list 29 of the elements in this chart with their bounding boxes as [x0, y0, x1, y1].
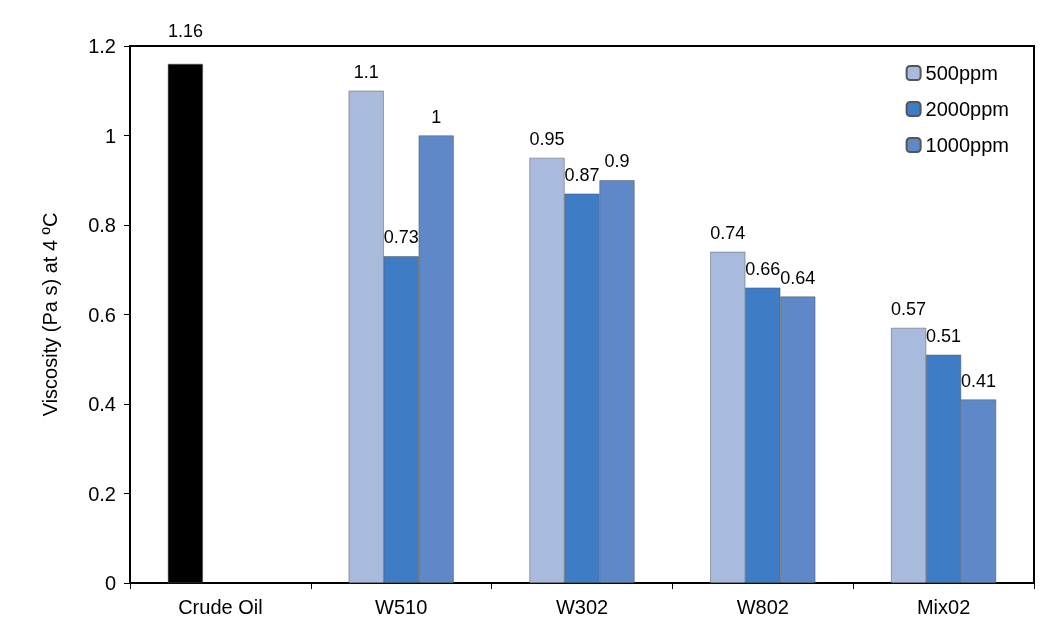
data-label: 0.41	[961, 370, 997, 391]
x-tick-label: Crude Oil	[178, 596, 263, 618]
data-label: 0.66	[745, 258, 781, 279]
data-label: 0.51	[926, 325, 962, 346]
y-tick-label: 1.2	[88, 35, 116, 57]
y-tick-label: 1	[104, 124, 116, 147]
legend-label: 2000ppm	[925, 98, 1010, 120]
data-label: 0.74	[710, 222, 746, 243]
y-axis-title: Viscosity (Pa s) at 4 ºC	[39, 212, 61, 417]
y-tick-label: 0.4	[88, 393, 116, 415]
data-label: 1	[431, 106, 442, 127]
y-tick-label: 0	[104, 572, 116, 594]
x-tick-label: Mix02	[916, 596, 971, 618]
x-tick-label: W802	[736, 596, 789, 618]
legend-label: 1000ppm	[925, 134, 1010, 156]
data-label: 1.1	[353, 61, 379, 82]
legend-label: 500ppm	[925, 62, 998, 84]
data-label: 1.16	[167, 20, 203, 41]
data-label: 0.9	[604, 151, 630, 172]
data-label: 0.57	[891, 298, 927, 319]
data-label: 0.64	[780, 267, 816, 288]
data-label: 0.95	[529, 128, 565, 149]
x-tick-label: W510	[375, 596, 428, 618]
data-label: 0.87	[564, 164, 600, 185]
y-tick-label: 0.2	[88, 482, 116, 505]
y-tick-label: 0.8	[88, 214, 116, 236]
x-tick-label: W302	[555, 596, 609, 618]
data-label: 0.73	[383, 227, 419, 248]
y-tick-label: 0.6	[88, 303, 116, 326]
